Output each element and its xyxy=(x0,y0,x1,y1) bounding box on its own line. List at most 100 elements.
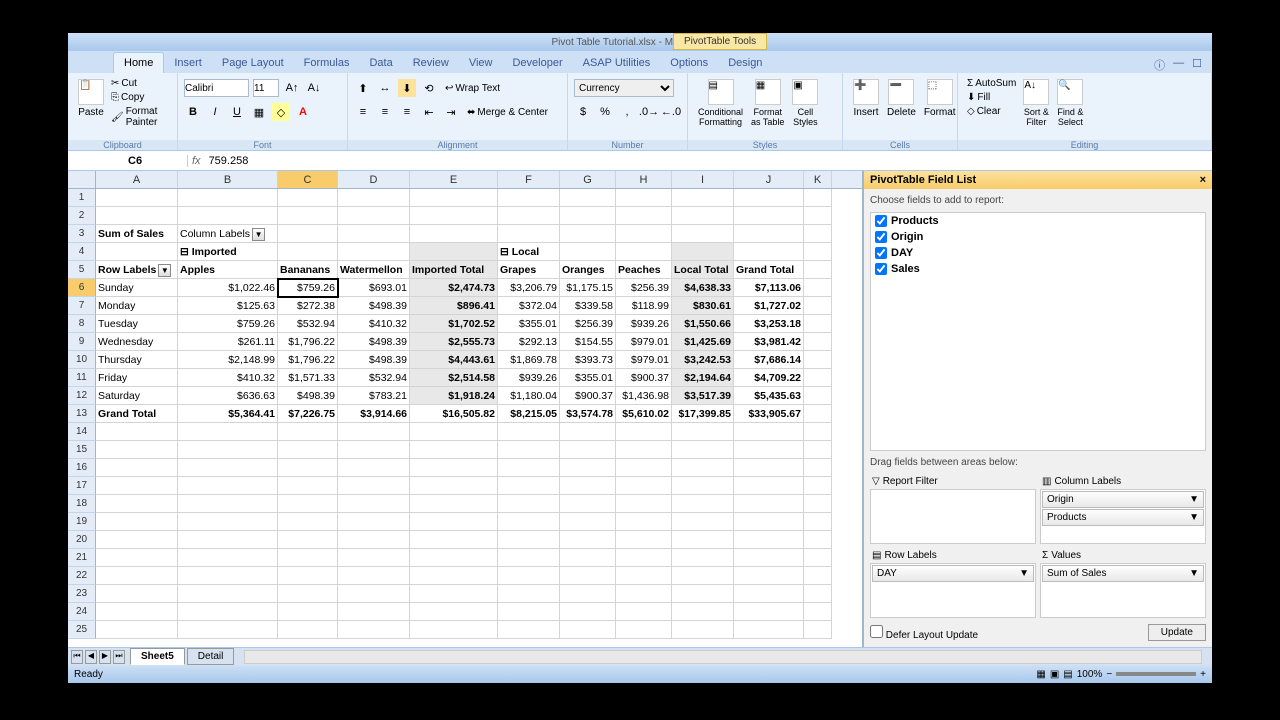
row-header[interactable]: 10 xyxy=(68,351,96,369)
dropdown-icon[interactable]: ▼ xyxy=(158,264,171,277)
currency-icon[interactable]: $ xyxy=(574,103,592,121)
cell[interactable] xyxy=(672,531,734,549)
zoom-slider[interactable] xyxy=(1116,672,1196,676)
cell[interactable] xyxy=(804,477,832,495)
cell[interactable] xyxy=(672,513,734,531)
cell[interactable]: $900.37 xyxy=(616,369,672,387)
tab-review[interactable]: Review xyxy=(403,53,459,73)
cell[interactable] xyxy=(498,603,560,621)
cell[interactable] xyxy=(278,585,338,603)
cell[interactable] xyxy=(338,189,410,207)
cell[interactable] xyxy=(338,243,410,261)
cell[interactable] xyxy=(734,621,804,639)
cell[interactable]: Peaches xyxy=(616,261,672,279)
cell[interactable] xyxy=(804,351,832,369)
cell[interactable] xyxy=(498,531,560,549)
cell[interactable] xyxy=(96,567,178,585)
cell[interactable] xyxy=(338,207,410,225)
insert-cells-button[interactable]: ➕Insert xyxy=(849,75,883,137)
cell[interactable]: Apples xyxy=(178,261,278,279)
cell[interactable] xyxy=(410,603,498,621)
cell[interactable]: $154.55 xyxy=(560,333,616,351)
cell[interactable] xyxy=(734,585,804,603)
cell[interactable]: ⊟ Imported xyxy=(178,243,278,261)
row-header[interactable]: 2 xyxy=(68,207,96,225)
cell[interactable] xyxy=(560,603,616,621)
format-as-table-button[interactable]: ▦Format as Table xyxy=(747,75,788,137)
cell[interactable]: Friday xyxy=(96,369,178,387)
cell[interactable] xyxy=(338,423,410,441)
align-left-icon[interactable]: ≡ xyxy=(354,103,372,121)
sheet-nav-prev-icon[interactable]: ◀ xyxy=(85,650,97,664)
help-icon[interactable]: ⓘ xyxy=(1154,57,1165,73)
cell[interactable]: Sum of Sales xyxy=(96,225,178,243)
view-normal-icon[interactable]: ▦ xyxy=(1036,669,1045,680)
cell[interactable]: Thursday xyxy=(96,351,178,369)
sheet-nav-next-icon[interactable]: ▶ xyxy=(99,650,111,664)
name-box[interactable]: C6 xyxy=(68,155,188,167)
font-name-select[interactable] xyxy=(184,79,249,97)
cell[interactable] xyxy=(804,387,832,405)
zoom-out-icon[interactable]: − xyxy=(1106,669,1112,680)
row-header[interactable]: 19 xyxy=(68,513,96,531)
cell[interactable]: $1,175.15 xyxy=(560,279,616,297)
cell[interactable]: $372.04 xyxy=(498,297,560,315)
cell[interactable]: $939.26 xyxy=(498,369,560,387)
format-cells-button[interactable]: ⬚Format xyxy=(920,75,960,137)
column-labels-area[interactable]: Origin▼Products▼ xyxy=(1040,489,1206,544)
cell[interactable]: $339.58 xyxy=(560,297,616,315)
field-item[interactable]: Products xyxy=(871,213,1205,229)
cell[interactable] xyxy=(178,423,278,441)
cell[interactable]: $759.26 xyxy=(278,279,338,297)
cell[interactable] xyxy=(278,495,338,513)
cell[interactable] xyxy=(672,603,734,621)
cell[interactable]: $3,574.78 xyxy=(560,405,616,423)
row-header[interactable]: 13 xyxy=(68,405,96,423)
cell[interactable] xyxy=(672,495,734,513)
cell[interactable] xyxy=(498,189,560,207)
cell[interactable] xyxy=(96,531,178,549)
cell[interactable] xyxy=(560,531,616,549)
cell[interactable] xyxy=(672,585,734,603)
cell[interactable] xyxy=(804,585,832,603)
cell[interactable]: Row Labels▼ xyxy=(96,261,178,279)
cell[interactable]: $5,610.02 xyxy=(616,405,672,423)
cell[interactable] xyxy=(178,513,278,531)
cell[interactable] xyxy=(498,441,560,459)
cell[interactable] xyxy=(278,243,338,261)
cell[interactable] xyxy=(734,189,804,207)
tab-developer[interactable]: Developer xyxy=(502,53,572,73)
cell[interactable] xyxy=(804,297,832,315)
autosum-button[interactable]: ΣAutoSum xyxy=(964,77,1019,90)
cell[interactable] xyxy=(178,207,278,225)
cell[interactable] xyxy=(498,621,560,639)
cell[interactable] xyxy=(734,531,804,549)
sheet-nav-first-icon[interactable]: ⏮ xyxy=(71,650,83,664)
tab-insert[interactable]: Insert xyxy=(164,53,212,73)
cell[interactable] xyxy=(804,567,832,585)
cell[interactable] xyxy=(560,549,616,567)
cell[interactable] xyxy=(804,225,832,243)
close-field-list-icon[interactable]: × xyxy=(1200,174,1206,186)
field-checkbox[interactable] xyxy=(875,247,887,259)
underline-button[interactable]: U xyxy=(228,103,246,121)
view-pagebreak-icon[interactable]: ▤ xyxy=(1063,669,1072,680)
cell[interactable]: $2,474.73 xyxy=(410,279,498,297)
cell[interactable] xyxy=(672,549,734,567)
field-item[interactable]: DAY xyxy=(871,245,1205,261)
wrap-text-button[interactable]: ↩Wrap Text xyxy=(442,82,503,95)
area-item[interactable]: Sum of Sales▼ xyxy=(1042,565,1204,582)
cell[interactable]: $7,686.14 xyxy=(734,351,804,369)
field-checkbox[interactable] xyxy=(875,215,887,227)
sheet-tab-detail[interactable]: Detail xyxy=(187,648,235,665)
cell[interactable]: $410.32 xyxy=(178,369,278,387)
cell[interactable] xyxy=(338,621,410,639)
cell[interactable] xyxy=(96,477,178,495)
delete-cells-button[interactable]: ➖Delete xyxy=(883,75,920,137)
cell[interactable]: $783.21 xyxy=(338,387,410,405)
cell[interactable]: $896.41 xyxy=(410,297,498,315)
cell[interactable] xyxy=(278,567,338,585)
row-header[interactable]: 16 xyxy=(68,459,96,477)
cell[interactable]: $393.73 xyxy=(560,351,616,369)
cell[interactable]: $355.01 xyxy=(498,315,560,333)
